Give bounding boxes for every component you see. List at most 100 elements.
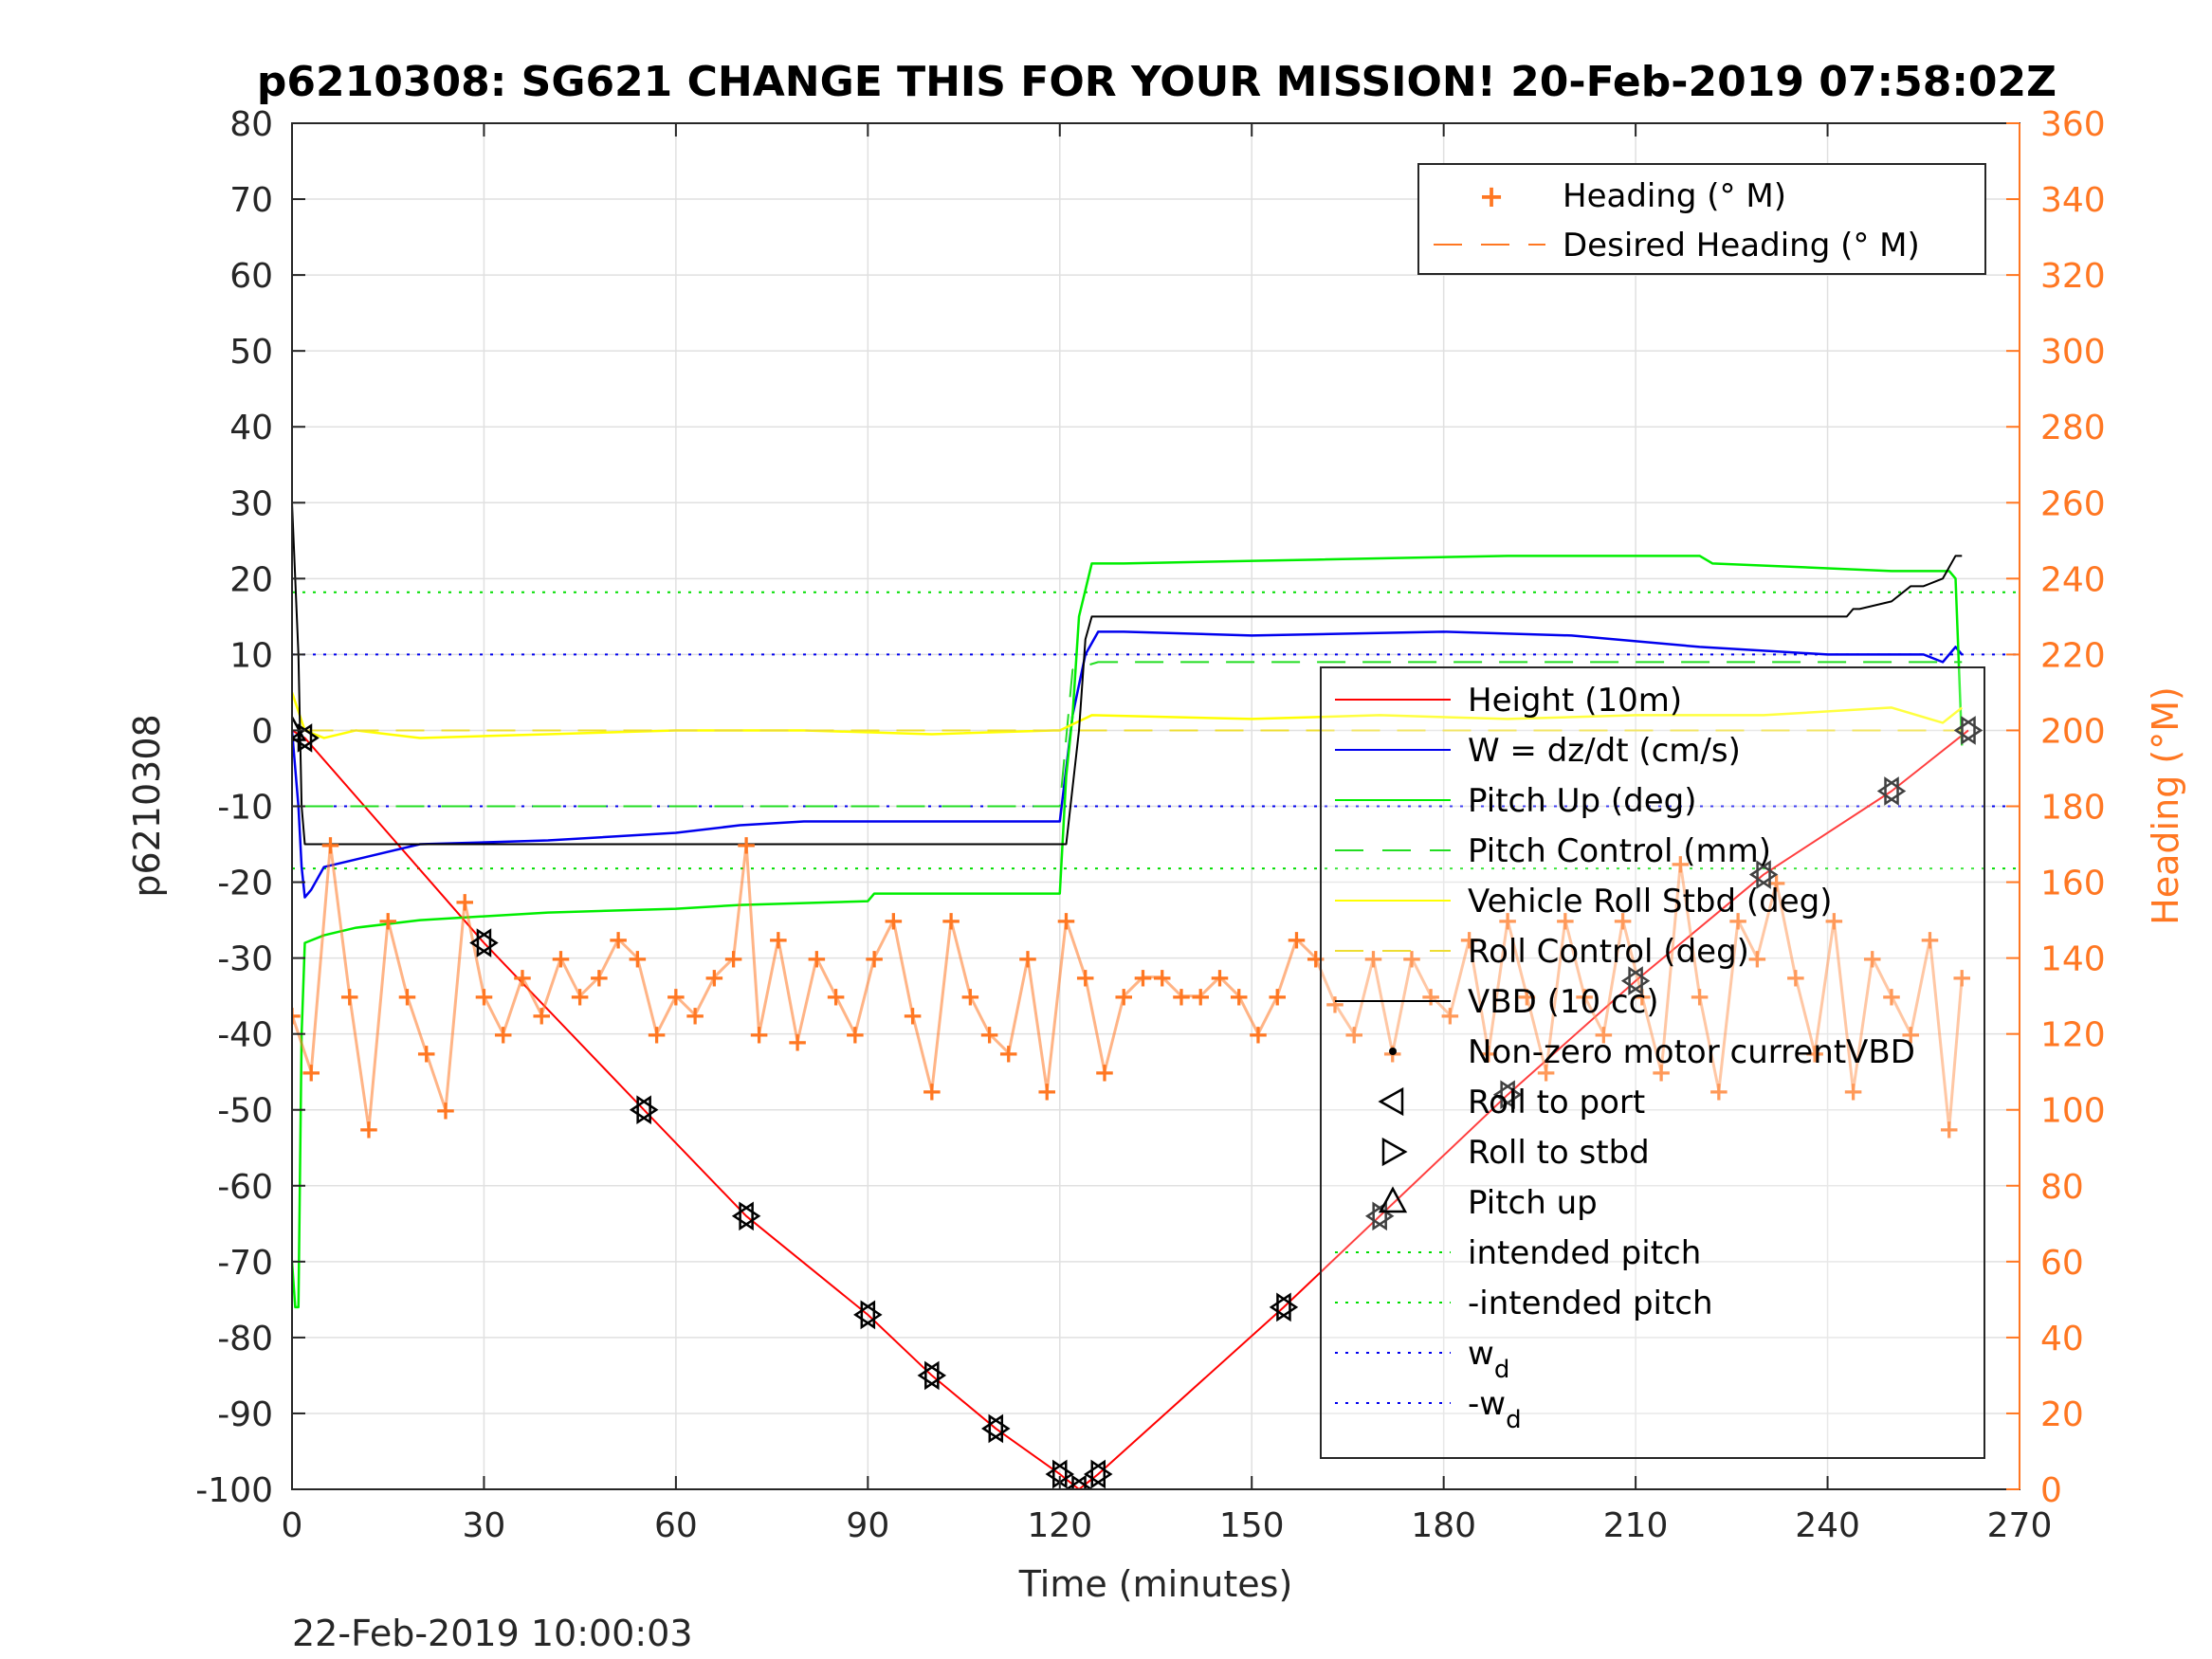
legend-label: Roll to stbd: [1468, 1134, 1650, 1172]
y2-tick-label: 220: [2040, 636, 2106, 675]
y2-tick-label: 280: [2040, 409, 2106, 447]
legend-swatch-roll-port: [1378, 1086, 1404, 1117]
heading-point: +: [978, 1019, 1000, 1050]
roll-to-port-marker: [1064, 1474, 1087, 1489]
timestamp-footer: 22-Feb-2019 10:00:03: [292, 1613, 693, 1654]
x-axis-label: Time (minutes): [1018, 1563, 1293, 1605]
heading-point: +: [1055, 905, 1077, 937]
series-line-pitch-control-mm-: [304, 661, 1963, 808]
y-tick-label: 60: [229, 257, 273, 296]
roll-to-port-marker: [1620, 966, 1643, 995]
heading-point: +: [844, 1019, 866, 1050]
heading-point: +: [550, 943, 572, 975]
heading-point: +: [883, 905, 905, 937]
legend-heading-label: Heading (° M): [1563, 177, 1786, 215]
heading-point: +: [921, 1076, 942, 1107]
pitch-up-marker: [292, 714, 307, 741]
heading-point: +: [1190, 981, 1212, 1012]
roll-to-stbd-marker: [1756, 860, 1779, 889]
heading-point: +: [735, 830, 757, 861]
heading-point: +: [1132, 962, 1154, 994]
heading-point: +: [1842, 1076, 1864, 1107]
y-tick-label: -50: [217, 1092, 273, 1131]
legend-label: -intended pitch: [1468, 1285, 1713, 1322]
x-tick-label: 210: [1603, 1506, 1669, 1545]
x-tick-label: 90: [846, 1506, 889, 1545]
heading-point: +: [1573, 981, 1595, 1012]
heading-point: +: [376, 905, 398, 937]
heading-point: +: [1151, 962, 1173, 994]
y-tick-label: -80: [217, 1320, 273, 1358]
y2-tick-label: 160: [2040, 865, 2106, 903]
heading-point: +: [767, 924, 789, 956]
y-tick-label: -30: [217, 940, 273, 979]
roll-to-stbd-marker: [1961, 716, 1983, 745]
y2-tick-label: 300: [2040, 333, 2106, 372]
x-tick-label: 120: [1027, 1506, 1092, 1545]
legend-label: intended pitch: [1468, 1234, 1701, 1272]
heading-point: +: [301, 1057, 322, 1088]
heading-point: +: [940, 905, 961, 937]
axes: 0 30 60 90 120 150 180 210 240 270 80 70 60 50 40 30 20 1…: [195, 105, 2105, 1545]
legend-label: Pitch Up (deg): [1468, 782, 1696, 820]
legend-label: W = dz/dt (cm/s): [1468, 732, 1741, 770]
heading-point: +: [1861, 943, 1883, 975]
heading-point: +: [997, 1038, 1019, 1069]
legend-label: Pitch up: [1468, 1184, 1598, 1222]
y2-tick-label: 120: [2040, 1016, 2106, 1055]
y-tick-label: -20: [217, 865, 273, 903]
roll-to-stbd-marker: [1884, 776, 1907, 806]
y-tick-label: 40: [229, 409, 273, 447]
roll-to-port-marker: [469, 928, 492, 957]
heading-point: +: [1247, 1019, 1269, 1050]
legend-swatch-pitch-up: [1378, 1186, 1408, 1213]
roll-to-port-marker: [1953, 716, 1976, 745]
heading-point: +: [902, 1000, 923, 1031]
roll-to-stbd-marker: [1372, 1201, 1395, 1231]
series-layer: ++++++++++++++++++++++++++++++++++++++++…: [292, 502, 2020, 1489]
roll-to-stbd-marker: [297, 723, 320, 753]
heading-point: +: [684, 1000, 705, 1031]
heading-point: +: [434, 1095, 456, 1126]
roll-to-stbd-marker: [1052, 1459, 1075, 1489]
heading-point: +: [357, 1114, 379, 1145]
heading-point: +: [1823, 905, 1845, 937]
legend-label: VBD (10 cc): [1468, 983, 1659, 1021]
y-tick-label: 50: [229, 333, 273, 372]
heading-point: +: [569, 981, 591, 1012]
roll-to-port-marker: [629, 1095, 651, 1125]
y-axis-label: p6210308: [126, 714, 168, 897]
heading-point: +: [473, 981, 495, 1012]
y-tick-label: 80: [229, 105, 273, 144]
y-tick-label: -90: [217, 1395, 273, 1434]
y-tick-label: 30: [229, 484, 273, 523]
legend-label-subscript: d: [1506, 1406, 1522, 1434]
heading-point: +: [786, 1027, 808, 1058]
heading-point: +: [588, 962, 610, 994]
heading-point: +: [492, 1019, 514, 1050]
heading-point: +: [748, 1019, 770, 1050]
y2-axis-label: Heading (°M): [2145, 686, 2186, 925]
heading-point: +: [607, 924, 629, 956]
y-tick-label: 20: [229, 560, 273, 599]
y-tick-label: 70: [229, 181, 273, 220]
legend-label: Roll Control (deg): [1468, 933, 1749, 971]
heading-point: +: [1650, 1057, 1672, 1088]
heading-point: +: [1343, 1019, 1364, 1050]
y-tick-label: -60: [217, 1168, 273, 1207]
roll-to-port-marker: [917, 1360, 940, 1391]
heading-point: +: [1036, 1076, 1058, 1107]
y2-tick-label: 140: [2040, 940, 2106, 979]
legend-top-box: [1417, 163, 1986, 275]
heading-point: +: [1170, 981, 1192, 1012]
heading-point: +: [1458, 924, 1480, 956]
heading-point: +: [1324, 989, 1345, 1020]
legend-label-subscript: d: [1494, 1356, 1510, 1384]
legend-top: + Heading (° M) Desired Heading (° M): [1417, 163, 1986, 275]
roll-to-port-marker: [1269, 1292, 1291, 1322]
y2-tick-label: 0: [2040, 1471, 2062, 1510]
heading-point: +: [338, 981, 360, 1012]
heading-point: +: [806, 943, 828, 975]
legend-main: Height (10m) W = dz/dt (cm/s) Pitch Up (de…: [1320, 666, 1985, 1459]
